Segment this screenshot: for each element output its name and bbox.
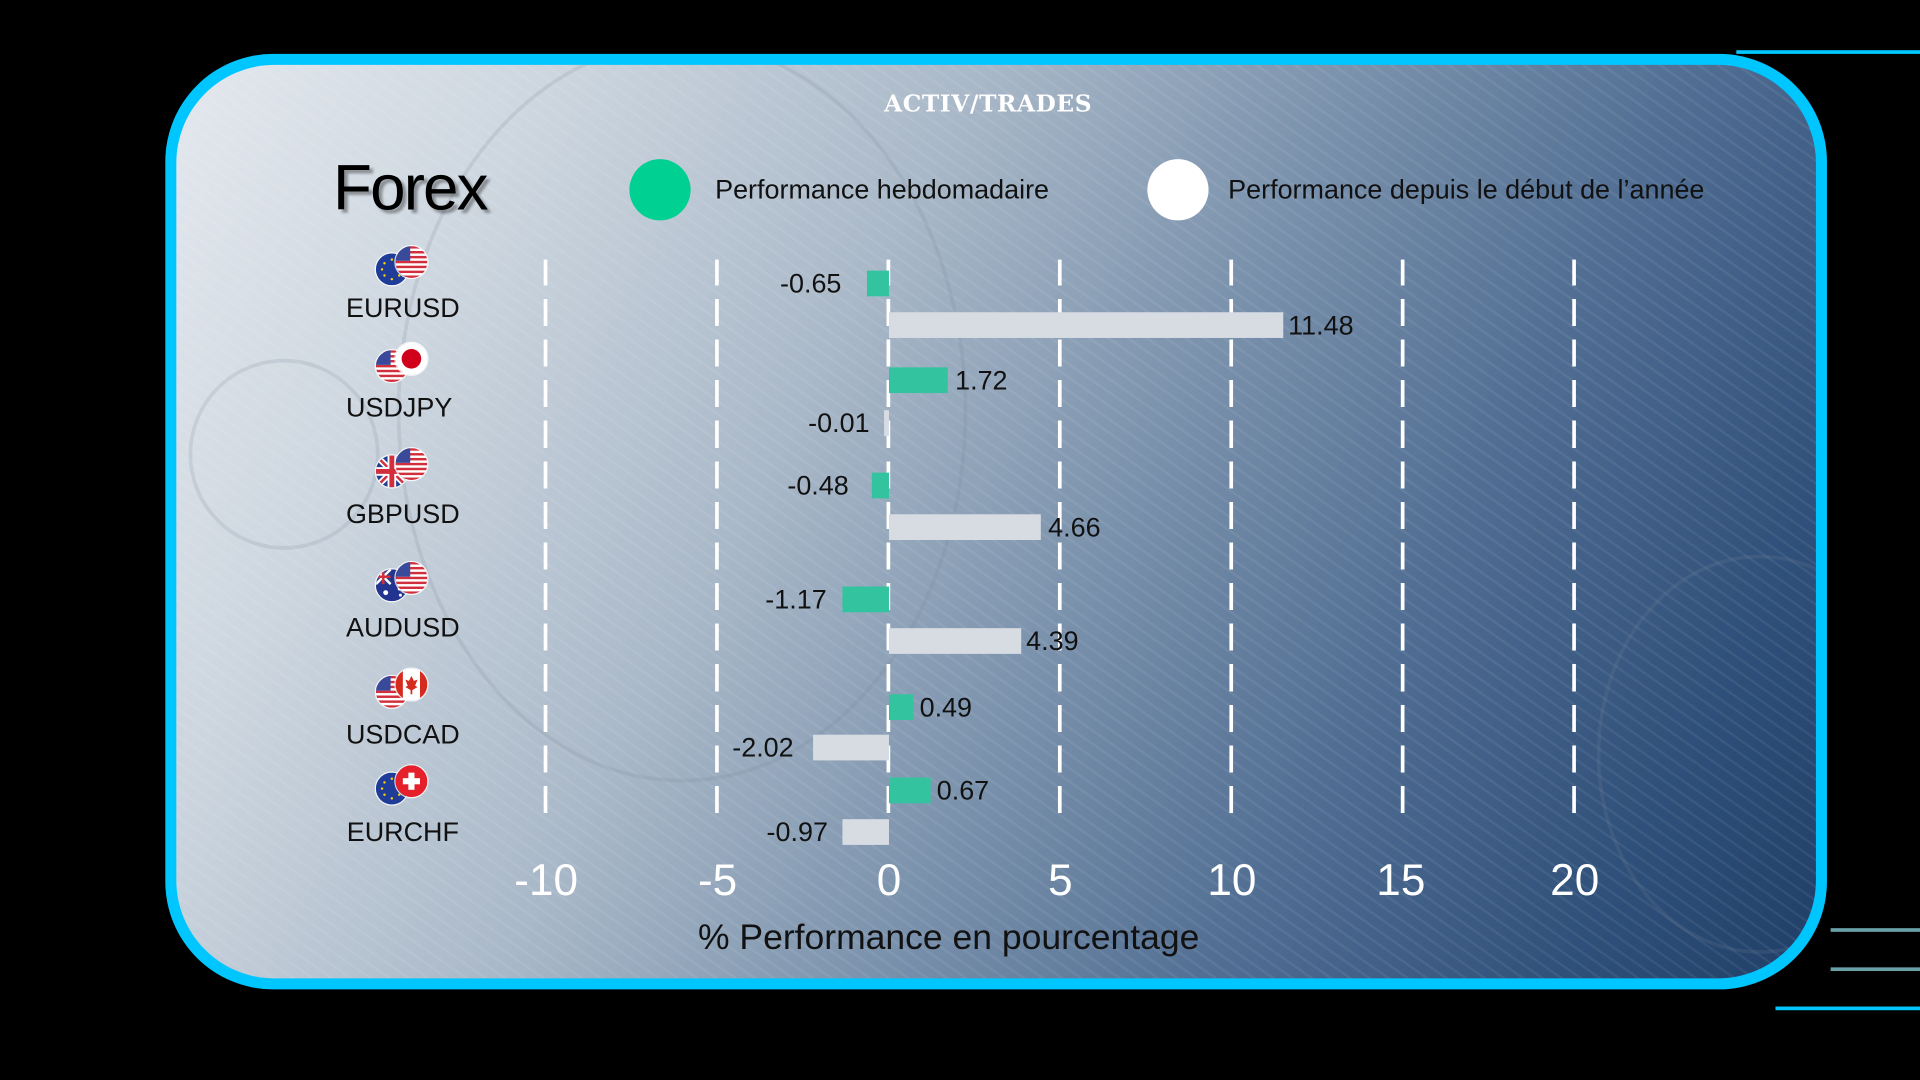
x-tick-minus10: -10 — [514, 854, 578, 905]
bar-ytd-eurusd — [888, 312, 1284, 338]
decor-line — [1736, 50, 1920, 54]
ca-flag-icon — [394, 667, 429, 702]
us-flag-icon — [394, 244, 429, 280]
us-flag-icon — [394, 560, 429, 596]
bar-weekly-gbpusd — [871, 472, 889, 499]
logo-text-trades: TRADES — [979, 90, 1093, 118]
gridline-10 — [1229, 259, 1234, 826]
flag-pair-eurchf — [374, 764, 429, 806]
flag-pair-usdcad — [374, 667, 429, 709]
legend-weekly-label: Performance hebdomadaire — [715, 173, 1050, 205]
gridline-15 — [1400, 259, 1405, 826]
jp-flag-icon — [394, 341, 429, 376]
us-flag-icon — [374, 674, 409, 709]
flag-pair-gbpusd — [374, 446, 429, 489]
us-flag-icon — [394, 446, 429, 482]
legend-ytd-label: Performance depuis le début de l’année — [1228, 173, 1705, 205]
flag-pair-usdjpy — [374, 341, 429, 384]
bar-ytd-usdjpy — [884, 410, 889, 436]
x-tick-0: 0 — [876, 854, 902, 905]
gridline-minus5 — [715, 259, 719, 826]
value-weekly-eurusd: -0.65 — [780, 268, 842, 299]
pair-label-eurchf: EURCHF — [346, 816, 459, 848]
decor-line — [1830, 928, 1920, 932]
value-weekly-gbpusd: -0.48 — [787, 470, 849, 501]
bar-weekly-eurchf — [888, 777, 931, 804]
x-tick-10: 10 — [1207, 854, 1257, 905]
value-ytd-eurchf: -0.97 — [766, 816, 828, 848]
pair-label-audusd: AUDUSD — [345, 612, 460, 643]
x-tick-20: 20 — [1550, 854, 1600, 905]
legend-ytd-swatch — [1147, 159, 1209, 221]
legend-weekly-swatch — [629, 159, 691, 221]
bar-ytd-gbpusd — [888, 514, 1041, 541]
x-axis-title: % Performance en pourcentage — [697, 918, 1200, 958]
bar-ytd-usdcad — [813, 734, 889, 761]
bar-weekly-eurusd — [866, 270, 889, 297]
value-weekly-usdjpy: 1.72 — [955, 364, 1008, 396]
logo-slash: / — [969, 90, 980, 118]
bar-weekly-usdcad — [888, 694, 914, 721]
gridline-5 — [1057, 259, 1062, 826]
logo-text-activ: ACTIV — [884, 90, 970, 118]
value-ytd-usdcad: -2.02 — [732, 732, 794, 763]
bar-ytd-audusd — [888, 628, 1022, 654]
x-tick-minus5: -5 — [697, 854, 738, 905]
gridline-0 — [886, 259, 891, 826]
x-tick-5: 5 — [1048, 854, 1073, 905]
value-weekly-audusd: -1.17 — [765, 584, 827, 615]
portrait-frame-decoration — [396, 64, 968, 783]
pair-label-eurusd: EURUSD — [345, 292, 460, 324]
flag-pair-audusd — [374, 560, 429, 603]
pair-label-gbpusd: GBPUSD — [345, 498, 460, 529]
ch-flag-icon — [394, 764, 429, 799]
pair-label-usdcad: USDCAD — [345, 718, 460, 750]
value-ytd-gbpusd: 4.66 — [1048, 511, 1101, 543]
decor-line — [1775, 1006, 1920, 1011]
activtrades-logo: ACTIV/TRADES — [884, 91, 1092, 118]
decor-line — [1830, 967, 1920, 972]
bar-weekly-usdjpy — [888, 367, 948, 394]
value-ytd-audusd: 4.39 — [1026, 625, 1079, 657]
value-ytd-eurusd: 11.48 — [1288, 309, 1354, 341]
chart-title: Forex — [333, 153, 488, 225]
bar-ytd-eurchf — [842, 819, 889, 845]
value-weekly-usdcad: 0.49 — [919, 691, 973, 723]
gridline-minus10 — [543, 259, 548, 826]
flag-pair-eurusd — [374, 244, 429, 287]
value-ytd-usdjpy: -0.01 — [808, 407, 870, 439]
pair-label-usdjpy: USDJPY — [346, 391, 453, 423]
seal-decoration — [188, 358, 380, 550]
value-weekly-eurchf: 0.67 — [936, 775, 990, 806]
x-tick-15: 15 — [1376, 854, 1426, 905]
gridline-20 — [1572, 259, 1576, 826]
bar-weekly-audusd — [842, 586, 889, 613]
